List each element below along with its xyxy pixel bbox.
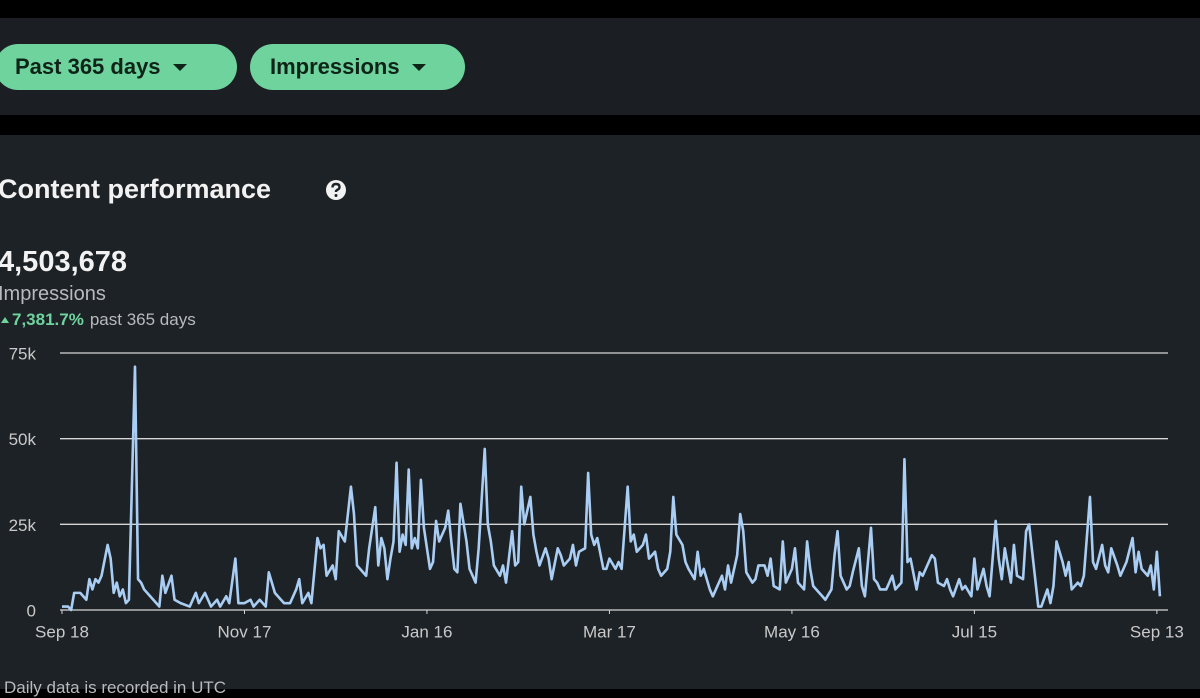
y-tick-label: 75k xyxy=(9,344,37,363)
filter-label: Impressions xyxy=(270,54,400,79)
x-tick-label: Sep 18 xyxy=(35,622,89,641)
period-label: past 365 days xyxy=(89,310,196,329)
metric-filter[interactable]: Impressions xyxy=(250,44,465,90)
total-value: 4,503,678 xyxy=(0,246,128,278)
filter-label: Past 365 days xyxy=(15,54,161,79)
caret-icon xyxy=(172,63,187,71)
x-tick-label: Mar 17 xyxy=(583,622,636,641)
x-tick-label: Sep 13 xyxy=(1130,622,1184,641)
up-arrow xyxy=(1,317,9,323)
content-panel xyxy=(0,135,1200,689)
y-tick-label: 25k xyxy=(9,516,37,535)
x-tick-label: May 16 xyxy=(764,622,820,641)
change-value: 7,381.7% xyxy=(12,310,84,329)
footnote: Daily data is recorded in UTC xyxy=(4,678,227,697)
date-range-filter[interactable]: Past 365 days xyxy=(0,44,237,90)
help-dot xyxy=(334,194,338,197)
change-row: 7,381.7% past 365 days xyxy=(0,310,196,330)
metric-label: Impressions xyxy=(0,283,106,305)
caret-icon xyxy=(411,63,426,71)
section-title: Content performance xyxy=(0,174,272,204)
y-tick-label: 0 xyxy=(27,601,36,620)
data-line xyxy=(62,365,1162,612)
x-tick-label: Jan 16 xyxy=(401,622,452,641)
help-glyph xyxy=(331,182,341,192)
x-tick-label: Nov 17 xyxy=(218,622,272,641)
help-icon[interactable] xyxy=(325,179,347,201)
y-tick-label: 50k xyxy=(9,430,37,449)
x-tick-label: Jul 15 xyxy=(952,622,997,641)
chart: 0 25k 50k 75k Sep 18 Nov 17 Jan 16 Mar 17 May 16… xyxy=(9,344,1184,641)
